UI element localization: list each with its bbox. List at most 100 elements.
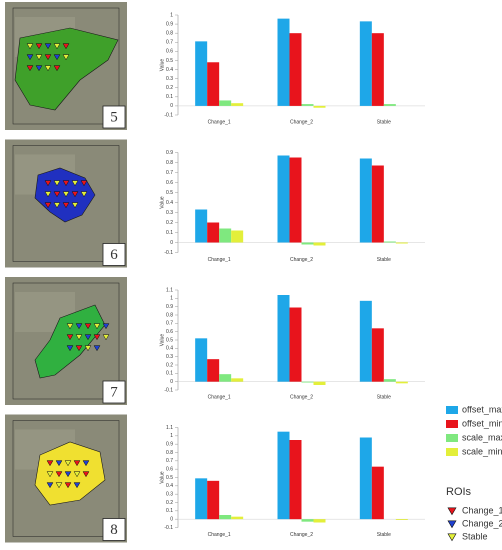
roi-marker: [26, 43, 34, 50]
y-axis-label: Value: [159, 196, 165, 209]
roi-marker: [66, 334, 74, 341]
bar: [383, 104, 396, 106]
bar: [371, 328, 384, 382]
y-tick-label: 0.2: [166, 500, 173, 506]
roi-marker: [53, 180, 61, 187]
map-frame: [12, 7, 120, 125]
bar: [383, 241, 396, 243]
bar: [231, 230, 244, 243]
roi-marker: [35, 43, 43, 50]
x-tick-label: Change_2: [290, 394, 313, 400]
legend-label: offset_min: [462, 418, 502, 428]
roi-marker: [64, 460, 72, 467]
roi-marker: [53, 65, 61, 72]
roi-marker: [82, 460, 90, 467]
y-tick-label: 0.6: [166, 49, 173, 55]
y-tick-label: 1.1: [166, 287, 173, 293]
panel-label-box: [102, 518, 126, 541]
y-tick-label: 0.5: [166, 190, 173, 196]
y-tick-label: -0.1: [164, 387, 173, 393]
roi-marker: [62, 54, 70, 61]
y-tick-label: 0.4: [166, 67, 173, 73]
y-tick-label: 0.8: [166, 450, 173, 456]
legend-title: ROIs: [446, 486, 472, 498]
y-tick-label: 0.3: [166, 354, 173, 360]
y-tick-label: 0.5: [166, 337, 173, 343]
bar: [313, 242, 326, 246]
panel-label: 6: [110, 247, 118, 263]
roi-marker: [44, 202, 52, 209]
roi-marker: [26, 54, 34, 61]
y-tick-label: 0.5: [166, 58, 173, 64]
roi-marker: [80, 180, 88, 187]
y-tick-label: 0.6: [166, 180, 173, 186]
roi-marker: [44, 54, 52, 61]
roi-marker: [46, 482, 54, 489]
x-tick-label: Change_1: [208, 257, 231, 263]
y-tick-label: 0.2: [166, 220, 173, 226]
bar: [207, 359, 220, 382]
x-tick-label: Change_2: [290, 532, 313, 538]
y-tick-label: 0.6: [166, 329, 173, 335]
bar: [395, 381, 408, 384]
legend-label: scale_max: [462, 432, 502, 442]
map-frame: [12, 145, 120, 262]
bar: [231, 103, 244, 106]
roi-marker: [73, 482, 81, 489]
y-tick-label: 0.3: [166, 210, 173, 216]
y-axis-label: Value: [159, 59, 165, 72]
x-tick-label: Change_1: [208, 394, 231, 400]
bar: [313, 381, 326, 385]
roi-marker: [53, 191, 61, 198]
bar: [219, 100, 232, 106]
legend-swatch: [446, 406, 458, 414]
legend-label: Change_1: [462, 505, 502, 515]
roi-marker: [71, 191, 79, 198]
bar: [207, 222, 220, 243]
roi-marker: [71, 202, 79, 209]
y-tick-label: 0.1: [166, 371, 173, 377]
bar: [195, 478, 208, 520]
roi-marker: [44, 65, 52, 72]
roi-marker: [44, 43, 52, 50]
x-tick-label: Stable: [377, 532, 391, 538]
roi-marker: [35, 65, 43, 72]
y-tick-label: 0.9: [166, 21, 173, 27]
bar: [219, 374, 232, 382]
panel-label-box: [102, 243, 126, 266]
legend-marker: [447, 520, 457, 529]
y-tick-label: 0.7: [166, 321, 173, 327]
x-tick-label: Change_2: [290, 257, 313, 263]
roi-marker: [73, 471, 81, 478]
bar: [277, 295, 290, 382]
y-tick-label: 0: [170, 516, 173, 522]
y-tick-label: 1: [170, 12, 173, 18]
y-tick-label: 0.7: [166, 458, 173, 464]
legend-label: offset_max: [462, 404, 502, 414]
bar: [277, 155, 290, 243]
bar: [277, 431, 290, 520]
bar: [231, 516, 244, 520]
roi-marker: [102, 334, 110, 341]
roi-marker: [80, 191, 88, 198]
legend-label: Change_2: [462, 518, 502, 528]
roi-marker: [75, 345, 83, 352]
roi-marker: [53, 43, 61, 50]
roi-marker: [62, 191, 70, 198]
panel-label-box: [102, 105, 126, 129]
bar: [289, 157, 302, 243]
legend-marker: [447, 533, 457, 542]
roi-marker: [55, 460, 63, 467]
y-tick-label: 0: [170, 379, 173, 385]
y-tick-label: 0.9: [166, 441, 173, 447]
y-tick-label: 0.5: [166, 475, 173, 481]
roi-marker: [62, 43, 70, 50]
x-tick-label: Change_1: [208, 532, 231, 538]
roi-marker: [75, 323, 83, 330]
roi-marker: [66, 345, 74, 352]
bar: [301, 381, 314, 383]
panel-label: 7: [110, 384, 118, 400]
bar: [219, 228, 232, 243]
roi-marker: [93, 334, 101, 341]
